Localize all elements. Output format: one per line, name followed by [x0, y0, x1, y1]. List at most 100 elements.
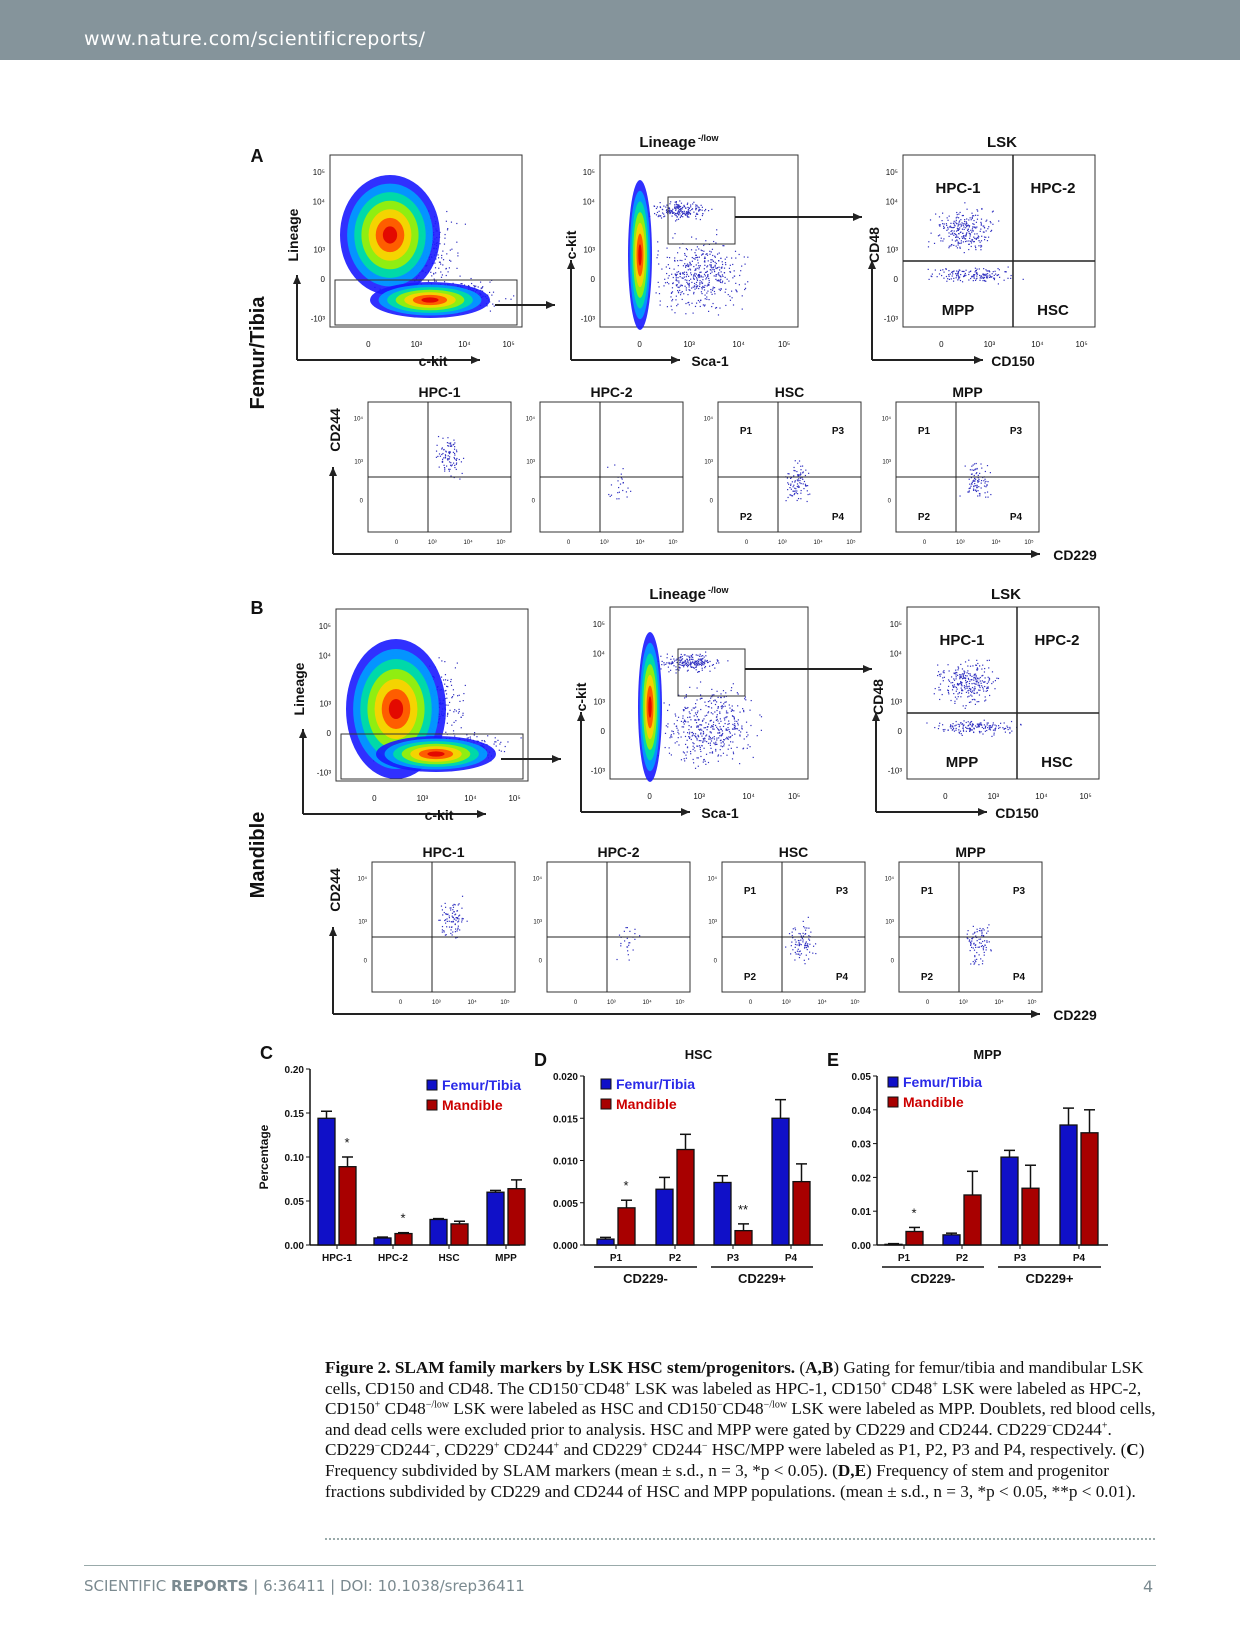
event-dot [800, 498, 802, 500]
event-dot [697, 285, 699, 287]
event-dot [683, 654, 685, 656]
event-dot [482, 286, 484, 288]
event-dot [665, 210, 668, 212]
event-dot [972, 933, 974, 935]
event-dot [964, 661, 967, 663]
event-dot [989, 274, 991, 276]
event-dot [445, 693, 448, 695]
event-dot [678, 211, 680, 214]
legend-label: Femur/Tibia [442, 1077, 521, 1093]
event-dot [1011, 730, 1013, 732]
caption-segment: . CD229 [325, 1419, 1112, 1460]
event-dot [711, 688, 713, 691]
event-dot [956, 684, 959, 686]
y-tick-label: -10³ [311, 314, 326, 323]
event-dot [948, 270, 950, 272]
event-dot [703, 727, 705, 729]
event-dot [1004, 271, 1006, 273]
event-dot [705, 253, 707, 256]
event-dot [681, 726, 683, 728]
y-tick-label: 10³ [526, 460, 535, 466]
event-dot [747, 256, 749, 258]
event-dot [445, 451, 447, 453]
event-dot [682, 726, 685, 728]
event-dot [437, 254, 439, 256]
event-dot [678, 694, 680, 696]
event-dot [796, 490, 798, 492]
event-dot [790, 477, 792, 480]
event-dot [972, 925, 974, 927]
event-dot [450, 442, 452, 444]
event-dot [976, 468, 978, 470]
event-dot [700, 655, 702, 657]
event-dot [610, 484, 613, 486]
event-dot [980, 479, 983, 482]
event-dot [961, 685, 963, 687]
y-tick-label: 0.01 [852, 1207, 872, 1218]
x-tick-label: 0 [749, 1000, 753, 1006]
event-dot [676, 719, 678, 722]
event-dot [441, 909, 444, 911]
event-dot [983, 929, 985, 931]
event-dot [965, 730, 967, 732]
event-dot [975, 238, 977, 241]
event-dot [698, 660, 700, 663]
event-dot [974, 677, 976, 679]
event-dot [711, 694, 713, 696]
event-dot [947, 228, 949, 230]
event-dot [953, 693, 955, 695]
event-dot [727, 723, 729, 725]
plot-title: Lineage [649, 586, 706, 603]
event-dot [952, 727, 955, 730]
site-header-banner: www.nature.com/scientificreports/ [0, 0, 1240, 60]
event-dot [964, 223, 966, 225]
event-dot [941, 693, 943, 696]
event-dot [695, 654, 697, 656]
event-dot [960, 240, 962, 242]
event-dot [955, 230, 958, 232]
caption-segment: − [1046, 1420, 1053, 1432]
event-dot [685, 212, 688, 214]
event-dot [727, 726, 729, 729]
event-dot [808, 472, 810, 474]
event-dot [668, 209, 670, 212]
event-dot [926, 722, 928, 724]
event-dot [438, 267, 440, 269]
event-dot [449, 445, 452, 447]
event-dot [998, 727, 1000, 729]
y-tick-label: 10³ [886, 246, 898, 255]
event-dot [459, 700, 461, 702]
event-dot [978, 689, 980, 691]
event-dot [689, 261, 691, 264]
event-dot [450, 926, 453, 928]
site-url[interactable]: www.nature.com/scientificreports/ [84, 28, 426, 50]
plot-title: HPC-1 [418, 384, 460, 400]
event-dot [719, 307, 721, 309]
event-dot [718, 266, 720, 268]
event-dot [689, 686, 691, 688]
event-dot [704, 662, 706, 664]
event-dot [709, 272, 712, 275]
event-dot [974, 469, 976, 471]
event-dot [746, 731, 748, 733]
event-dot [446, 210, 448, 213]
event-dot [676, 727, 678, 729]
event-dot [733, 724, 735, 727]
caption-segment: CD244 [647, 1440, 702, 1460]
event-dot [797, 948, 799, 950]
event-dot [981, 235, 983, 237]
event-dot [726, 754, 728, 756]
event-dot [965, 684, 968, 686]
x-axis-label: c-kit [425, 807, 454, 823]
event-dot [450, 921, 452, 923]
event-dot [957, 693, 959, 695]
event-dot [675, 669, 677, 671]
event-dot [680, 215, 682, 218]
event-dot [791, 495, 794, 497]
event-dot [983, 231, 985, 233]
event-dot [981, 208, 983, 210]
event-dot [454, 466, 456, 469]
event-dot [729, 741, 732, 743]
event-dot [681, 659, 683, 661]
event-dot [711, 267, 713, 269]
